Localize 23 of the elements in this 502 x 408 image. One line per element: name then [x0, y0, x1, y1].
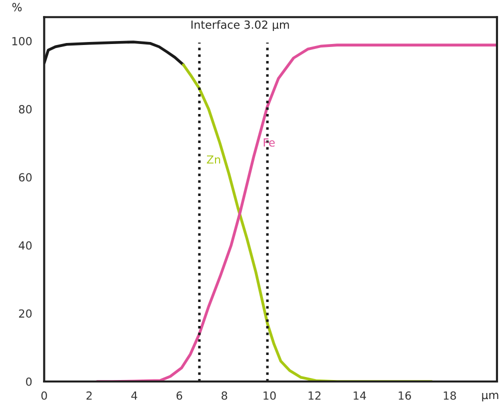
y-tick-label: 100	[12, 36, 32, 46]
y-tick-label: 0	[26, 377, 32, 386]
y-tick-label: 40	[18, 241, 32, 250]
x-tick-label: 0	[41, 391, 47, 400]
x-tick-label: 18	[444, 391, 456, 400]
y-tick-label: 60	[19, 173, 32, 182]
x-axis-title: µm	[482, 392, 498, 402]
x-tick-label: 14	[354, 392, 366, 400]
x-tick-label: 16	[398, 391, 411, 400]
y-tick-label: 80	[18, 105, 32, 114]
series-label: Fe	[264, 138, 275, 147]
annotation: Interface 3.02 µm	[191, 20, 289, 32]
x-tick-label: 6	[176, 391, 182, 400]
y-tick-label: 20	[19, 309, 32, 318]
line-series	[182, 63, 434, 382]
x-tick-label: 10	[264, 391, 276, 400]
x-tick-label: 4	[131, 392, 138, 400]
line-series	[96, 44, 497, 382]
x-tick-label: 12	[308, 391, 320, 400]
x-tick-label: 8	[222, 391, 228, 400]
y-axis-title: %	[12, 2, 22, 12]
x-tick-label: 2	[86, 391, 92, 400]
series-label: Zn	[206, 155, 220, 164]
